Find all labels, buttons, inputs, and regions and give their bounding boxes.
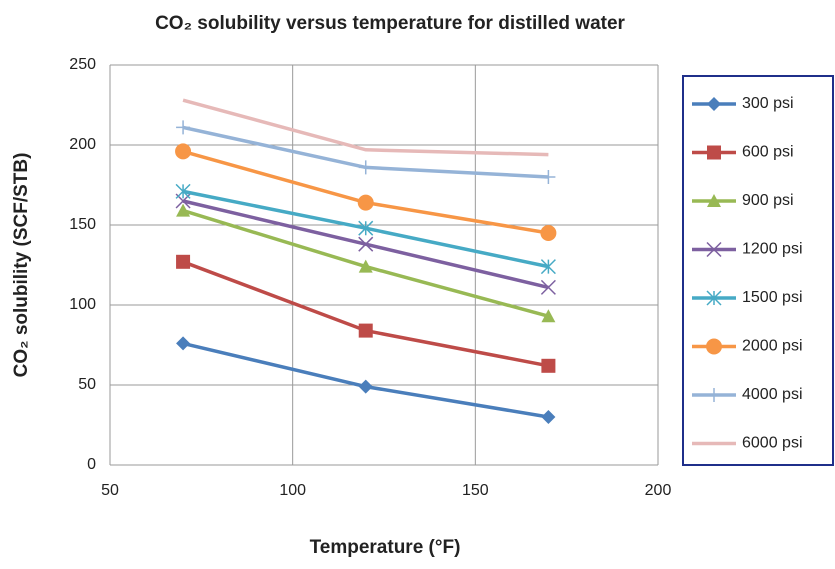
marker — [358, 160, 373, 175]
marker — [357, 194, 374, 211]
marker — [706, 338, 722, 355]
marker — [706, 290, 722, 306]
marker — [707, 145, 721, 160]
x-axis-label: Temperature (°F) — [310, 537, 461, 558]
x-tick-label: 100 — [279, 482, 306, 499]
marker — [175, 183, 191, 199]
chart-title: CO₂ solubility versus temperature for di… — [155, 13, 625, 34]
marker — [540, 279, 556, 295]
marker — [541, 309, 556, 323]
y-axis-label: CO₂ solubility (SCF/STB) — [11, 153, 32, 378]
marker — [176, 203, 191, 217]
marker — [175, 143, 192, 160]
marker — [707, 388, 721, 402]
marker — [540, 225, 557, 241]
legend-box — [682, 75, 834, 466]
series-line — [182, 260, 549, 368]
marker — [540, 259, 556, 275]
legend-label: 900 psi — [742, 192, 794, 209]
y-tick-label: 150 — [69, 216, 96, 233]
marker — [706, 241, 722, 258]
marker — [707, 194, 721, 207]
marker — [358, 259, 373, 273]
y-tick-label: 0 — [87, 456, 96, 473]
y-tick-label: 200 — [69, 136, 96, 153]
legend-label: 2000 psi — [742, 338, 803, 355]
x-tick-label: 200 — [645, 482, 672, 499]
x-tick-label: 50 — [101, 482, 119, 499]
marker — [541, 358, 556, 373]
legend-label: 1200 psi — [742, 241, 803, 258]
y-tick-label: 100 — [69, 296, 96, 313]
legend-label: 600 psi — [742, 144, 794, 161]
marker — [541, 410, 556, 424]
marker — [358, 236, 374, 252]
y-tick-label: 50 — [78, 376, 96, 393]
marker — [176, 120, 191, 135]
series-line — [182, 98, 549, 157]
marker — [541, 170, 556, 184]
marker — [707, 97, 721, 111]
legend-label: 1500 psi — [742, 289, 803, 306]
legend-label: 6000 psi — [742, 435, 803, 452]
y-tick-label: 250 — [69, 56, 96, 73]
marker — [176, 336, 191, 351]
marker — [358, 220, 374, 236]
legend-label: 4000 psi — [742, 386, 803, 403]
marker — [176, 254, 191, 269]
marker — [358, 379, 373, 394]
marker — [358, 323, 373, 338]
x-tick-label: 150 — [462, 482, 489, 499]
legend-label: 300 psi — [742, 95, 794, 112]
